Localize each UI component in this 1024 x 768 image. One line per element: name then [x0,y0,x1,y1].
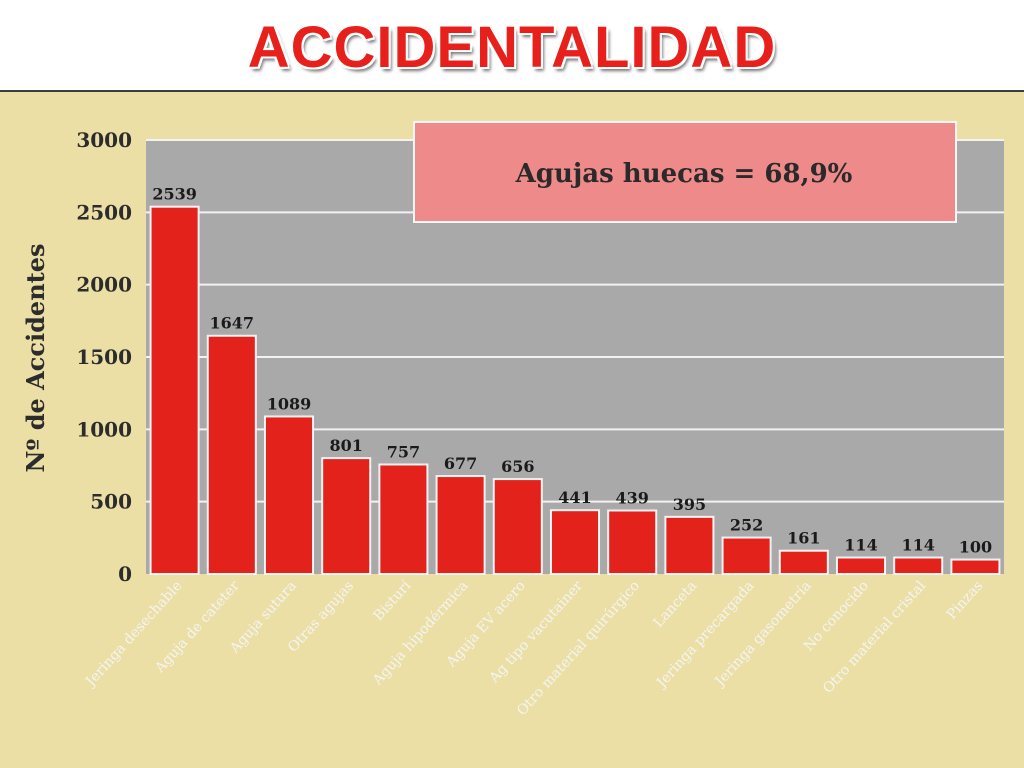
bar-value-label: 2539 [152,185,197,204]
bar [378,463,429,575]
category-label: Jeringa precargada [652,578,757,692]
chart-panel: 2539 1647 1089 801 757 677 656 441 439 395 252 161 1… [0,90,1024,768]
bar-value-label: 1089 [267,394,312,413]
bar [263,415,315,576]
y-tick-label: 3000 [76,128,132,152]
bar [950,558,1001,575]
bar [664,515,715,575]
y-tick-label: 1000 [76,417,132,441]
bar [778,549,829,576]
bar-value-label: 395 [673,495,706,514]
y-tick-label: 0 [118,562,132,586]
bar-value-label: 441 [558,488,591,507]
y-tick-label: 500 [90,490,132,514]
slide-title: ACCIDENTALIDAD [247,15,777,80]
category-label: Otro material cristal [820,578,929,697]
category-label: Jeringa gasometría [711,578,815,691]
bar [206,334,257,575]
bar-value-label: 1647 [210,314,255,333]
bar [607,509,658,575]
category-label: Ag tipo vacutainer [486,578,586,687]
bar [149,205,200,575]
bar-value-label: 100 [959,538,992,557]
bar-chart: 2539 1647 1089 801 757 677 656 441 439 395 252 161 1… [21,121,1004,719]
bar-value-label: 801 [329,436,362,455]
bar [435,475,486,575]
bar-value-label: 161 [787,529,820,548]
annotation-text: Agujas huecas = 68,9% [515,159,853,189]
category-label: Otro material quirúrgico [514,578,643,719]
bar-value-label: 656 [501,457,534,476]
bar-value-label: 114 [901,536,934,555]
y-axis-title: Nº de Accidentes [21,243,50,472]
y-tick-label: 1500 [76,345,132,369]
bar-value-label: 252 [730,516,763,535]
annotation-box [413,121,957,223]
bar-value-label: 757 [387,442,420,461]
category-label: Aguja hipodérmica [369,578,471,689]
bar-value-label: 439 [615,488,648,507]
y-tick-label: 2000 [76,273,132,297]
category-label: Jeringa desechable [82,578,186,691]
category-label: Pinzas [944,578,987,623]
category-label: Lanceta [650,578,700,631]
bar-value-label: 677 [444,454,477,473]
bar [492,478,543,575]
bar [893,556,944,575]
category-label: Bisturí [371,578,415,625]
bar [321,457,372,576]
bar-value-label: 114 [844,536,877,555]
bar [721,536,772,576]
bar [549,509,601,575]
y-tick-label: 2500 [76,200,132,224]
bar [835,556,887,575]
